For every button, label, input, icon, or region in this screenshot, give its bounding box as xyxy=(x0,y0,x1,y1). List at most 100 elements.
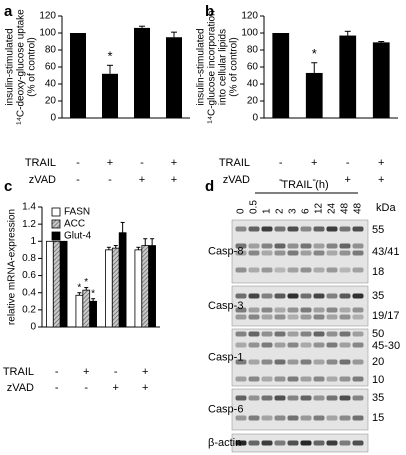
y-tick-label: 0 xyxy=(252,113,258,124)
blot-band xyxy=(339,293,351,299)
y-tick-label: 100 xyxy=(39,28,56,39)
blot-band xyxy=(352,415,364,421)
marker-label: 50 xyxy=(372,328,384,340)
y-tick-label: 1.4 xyxy=(22,202,36,213)
condition-sign: - xyxy=(76,174,80,186)
blot-band xyxy=(352,395,364,401)
blot-band xyxy=(235,342,247,348)
significance-mark: * xyxy=(91,288,95,299)
blot-band xyxy=(339,359,351,365)
lane-label: 3 xyxy=(288,208,299,214)
marker-label: 18 xyxy=(372,266,384,278)
condition-sign: - xyxy=(55,382,59,394)
blot-band xyxy=(339,314,351,320)
blot-band xyxy=(352,243,364,249)
panel-label: b xyxy=(205,3,214,20)
blot-band xyxy=(326,376,338,382)
blot-band xyxy=(248,395,260,401)
legend-label: Glut-4 xyxy=(64,231,92,242)
blot-band xyxy=(287,359,299,365)
blot-band xyxy=(326,440,338,446)
blot-band xyxy=(235,359,247,365)
blot-band xyxy=(235,395,247,401)
lane-label: 12 xyxy=(314,202,325,214)
significance-mark: * xyxy=(312,46,317,61)
blot-band xyxy=(235,314,247,320)
y-tick-label: 40 xyxy=(45,79,57,90)
bar xyxy=(89,300,97,328)
y-axis-label: into cellular lipids xyxy=(218,29,229,105)
blot-band xyxy=(326,395,338,401)
blot-band xyxy=(261,395,273,401)
blot-band xyxy=(261,307,273,313)
condition-sign: + xyxy=(311,157,317,169)
blot-row-label: β-actin xyxy=(208,437,241,449)
blot-band xyxy=(313,359,325,365)
condition-sign: + xyxy=(345,174,351,186)
condition-sign: + xyxy=(171,174,177,186)
blot-band xyxy=(287,226,299,232)
bar xyxy=(105,249,113,328)
blot-band xyxy=(248,342,260,348)
y-axis-label: ¹⁴C-glucose incorporation xyxy=(207,10,218,123)
blot-band xyxy=(339,342,351,348)
blot-band xyxy=(274,342,286,348)
blot-background xyxy=(231,388,369,431)
marker-label: 19/17 xyxy=(372,310,400,322)
blot-band xyxy=(261,314,273,320)
blot-band xyxy=(300,243,312,249)
blot-band xyxy=(313,331,325,337)
lane-label: 48 xyxy=(353,202,364,214)
blot-band xyxy=(274,267,286,273)
blot-band xyxy=(326,243,338,249)
blot-background xyxy=(231,433,369,453)
blot-band xyxy=(235,440,247,446)
blot-band xyxy=(326,359,338,365)
blot-band xyxy=(352,440,364,446)
bar xyxy=(272,33,290,118)
y-tick-label: 1 xyxy=(30,236,36,247)
marker-label: 15 xyxy=(372,412,384,424)
y-tick-label: 80 xyxy=(45,45,57,56)
significance-mark: * xyxy=(107,49,112,64)
bar xyxy=(82,289,91,328)
blot-band xyxy=(300,331,312,337)
condition-sign: + xyxy=(171,157,177,169)
blot-band xyxy=(352,359,364,365)
blot-band xyxy=(313,376,325,382)
bar xyxy=(134,27,150,118)
condition-label: zVAD xyxy=(223,174,250,186)
blot-band xyxy=(313,342,325,348)
blot-band xyxy=(339,250,351,256)
blot-band xyxy=(326,293,338,299)
blot-band xyxy=(287,331,299,337)
bar xyxy=(305,72,323,118)
legend-swatch xyxy=(51,219,61,229)
blot-band xyxy=(287,293,299,299)
condition-sign: + xyxy=(142,382,148,394)
bar xyxy=(141,245,150,328)
blot-band xyxy=(326,307,338,313)
marker-label: 10 xyxy=(372,374,384,386)
condition-sign: + xyxy=(378,157,384,169)
condition-sign: - xyxy=(279,174,283,186)
blot-band xyxy=(300,250,312,256)
blot-background xyxy=(231,328,369,387)
blot-band xyxy=(352,314,364,320)
blot-band xyxy=(261,359,273,365)
marker-label: 35 xyxy=(372,290,384,302)
blot-band xyxy=(274,359,286,365)
marker-label: 43/41 xyxy=(372,246,400,258)
blot-band xyxy=(248,314,260,320)
blot-band xyxy=(326,250,338,256)
blot-band xyxy=(300,307,312,313)
bar xyxy=(111,247,120,328)
blot-band xyxy=(313,307,325,313)
bar xyxy=(339,35,357,118)
blot-header: TRAIL (h) xyxy=(281,179,328,191)
blot-band xyxy=(352,267,364,273)
marker-label: 45-30 xyxy=(372,340,400,352)
y-tick-label: 0.8 xyxy=(22,253,36,264)
blot-band xyxy=(287,376,299,382)
